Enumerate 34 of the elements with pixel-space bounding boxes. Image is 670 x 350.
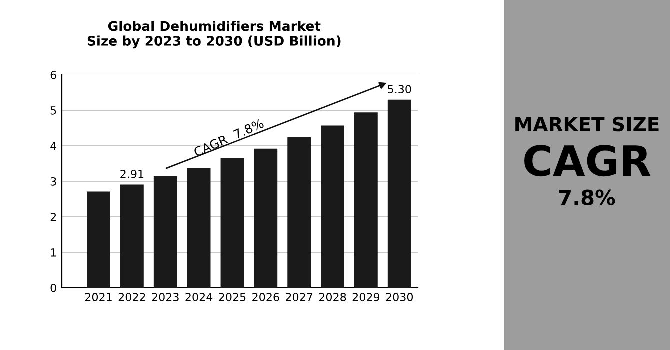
chart-title: Global Dehumidifiers Market Size by 2023 to 2030 (USD Billion)	[88, 21, 341, 49]
bar	[288, 137, 312, 288]
data-label: 2.91	[120, 170, 144, 178]
bar	[254, 148, 278, 288]
text: MARKET SIZE	[516, 116, 659, 132]
bar	[187, 168, 211, 288]
bar	[321, 126, 344, 288]
x-tick-label: 2030	[386, 293, 414, 302]
bar	[388, 100, 412, 288]
text: 7.8%	[560, 190, 616, 206]
text: CAGR	[524, 145, 651, 177]
x-tick-label: 2028	[319, 293, 346, 302]
y-tick-label: 0	[50, 284, 56, 292]
data-label: 5.30	[388, 85, 412, 94]
y-tick-label: 6	[50, 70, 56, 80]
y-tick-label: 4	[50, 142, 57, 150]
bar	[220, 158, 244, 288]
x-tick-label: 2029	[352, 293, 380, 302]
x-tick-label: 2026	[252, 293, 280, 302]
y-tick-label: 3	[50, 177, 56, 186]
bar	[154, 176, 178, 288]
bar	[120, 184, 144, 288]
x-tick-label: 2027	[286, 293, 313, 302]
x-tick-label: 2025	[219, 293, 246, 302]
y-tick-label: 2	[50, 212, 56, 222]
x-tick-label: 2024	[186, 293, 213, 302]
bar	[87, 192, 110, 288]
y-tick-label: 5	[50, 106, 56, 115]
y-tick-label: 1	[51, 248, 56, 257]
x-tick-label: 2023	[152, 293, 179, 302]
x-tick-label: 2022	[118, 293, 146, 302]
annotation: CAGR 7.8%	[193, 118, 264, 158]
x-tick-label: 2021	[85, 293, 112, 302]
bar	[354, 112, 378, 288]
